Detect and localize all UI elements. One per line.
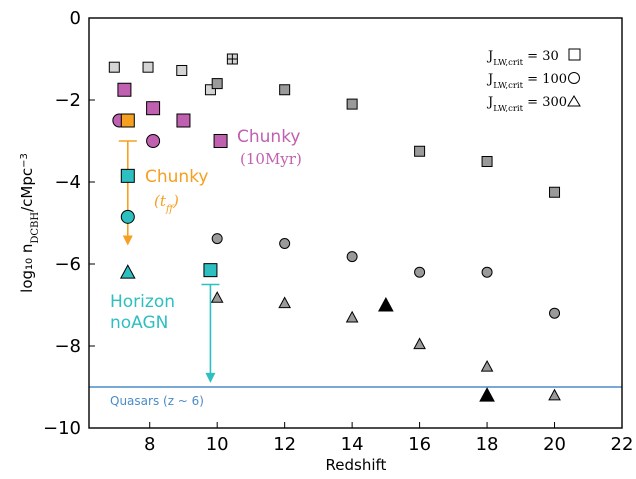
annotation-horizon-line1: Horizon [110,292,175,312]
data-point-square [120,168,135,183]
data-point-circle [211,233,223,245]
legend-triangle-marker [567,95,581,107]
x-tick-label: 12 [273,434,296,455]
x-tick-label: 8 [144,434,155,455]
data-point-square [211,78,223,90]
x-tick-label: 22 [611,434,634,455]
x-tick-label: 14 [341,434,364,455]
data-point-triangle [413,337,426,350]
quasar-line-label: Quasars (z ~ 6) [110,394,204,408]
y-tick-label: −8 [54,336,81,357]
data-point-square [176,64,188,76]
axis-ticks: 8 10 12 14 16 18 20 22 0 −2 −4 −6 −8 −10 [43,8,633,455]
data-point-square [176,113,191,128]
data-point-circle [549,307,561,319]
annotation-horizon: Horizon noAGN [110,292,175,333]
legend-square-marker [568,48,581,61]
data-point-circle [120,209,135,224]
annotation-chunky-tff-line2: (tff) [154,192,179,215]
data-point-circle [146,134,161,148]
data-point-square [213,134,228,148]
data-point-triangle [378,296,394,312]
data-point-triangle [278,296,291,309]
data-point-circle [414,266,426,278]
x-tick-label: 10 [206,434,229,455]
data-point-circle [279,238,291,249]
data-point-circle [346,251,358,263]
x-tick-label: 18 [476,434,499,455]
legend: JLW,crit = 30 JLW,crit = 100 JLW,crit = … [486,48,581,114]
data-point-square [346,98,358,110]
data-point-square [414,145,426,157]
plot-area [89,53,622,402]
plot-frame [88,17,623,429]
data-point-square [204,84,216,96]
annotation-chunky-10myr: Chunky (10Myr) [237,127,302,168]
annotation-chunky-10myr-line2: (10Myr) [240,150,302,168]
legend-circle-marker [568,72,580,84]
annotation-chunky-10myr-line1: Chunky [237,127,301,147]
data-point-circle [481,266,493,278]
x-tick-label: 20 [543,434,566,455]
data-point-square [549,186,561,198]
data-point-triangle [210,291,224,303]
data-point-triangle [480,359,494,372]
data-point-square [117,82,132,97]
data-point-square [481,156,493,167]
data-point-square [146,101,161,116]
legend-entry-100: JLW,crit = 100 [486,72,567,91]
data-point-square [142,61,154,73]
data-point-square [203,263,218,278]
data-point-triangle [548,388,561,401]
data-point-triangle [479,387,495,402]
y-tick-label: −2 [54,90,81,111]
annotation-chunky-tff: Chunky (tff) [145,167,209,215]
data-point-triangle [119,264,136,279]
y-axis-title: log₁₀ nDCBH/cMpc−3 [18,153,41,293]
data-point-square [108,61,120,73]
x-tick-label: 16 [408,434,431,455]
upper-limit-arrow-head [205,372,216,383]
legend-entry-30: JLW,crit = 30 [486,49,559,68]
y-tick-label: −6 [54,254,81,275]
y-tick-label: 0 [70,8,81,29]
upper-limit-arrow-head [122,235,133,246]
y-tick-label: −10 [43,418,81,439]
data-point-square [120,113,135,128]
annotation-chunky-tff-line1: Chunky [145,167,209,187]
data-point-triangle [345,310,359,323]
y-tick-label: −4 [54,172,81,193]
annotation-horizon-line2: noAGN [110,313,168,333]
data-point-square [279,84,291,96]
legend-entry-300: JLW,crit = 300 [486,95,567,114]
x-axis-title: Redshift [326,456,387,474]
